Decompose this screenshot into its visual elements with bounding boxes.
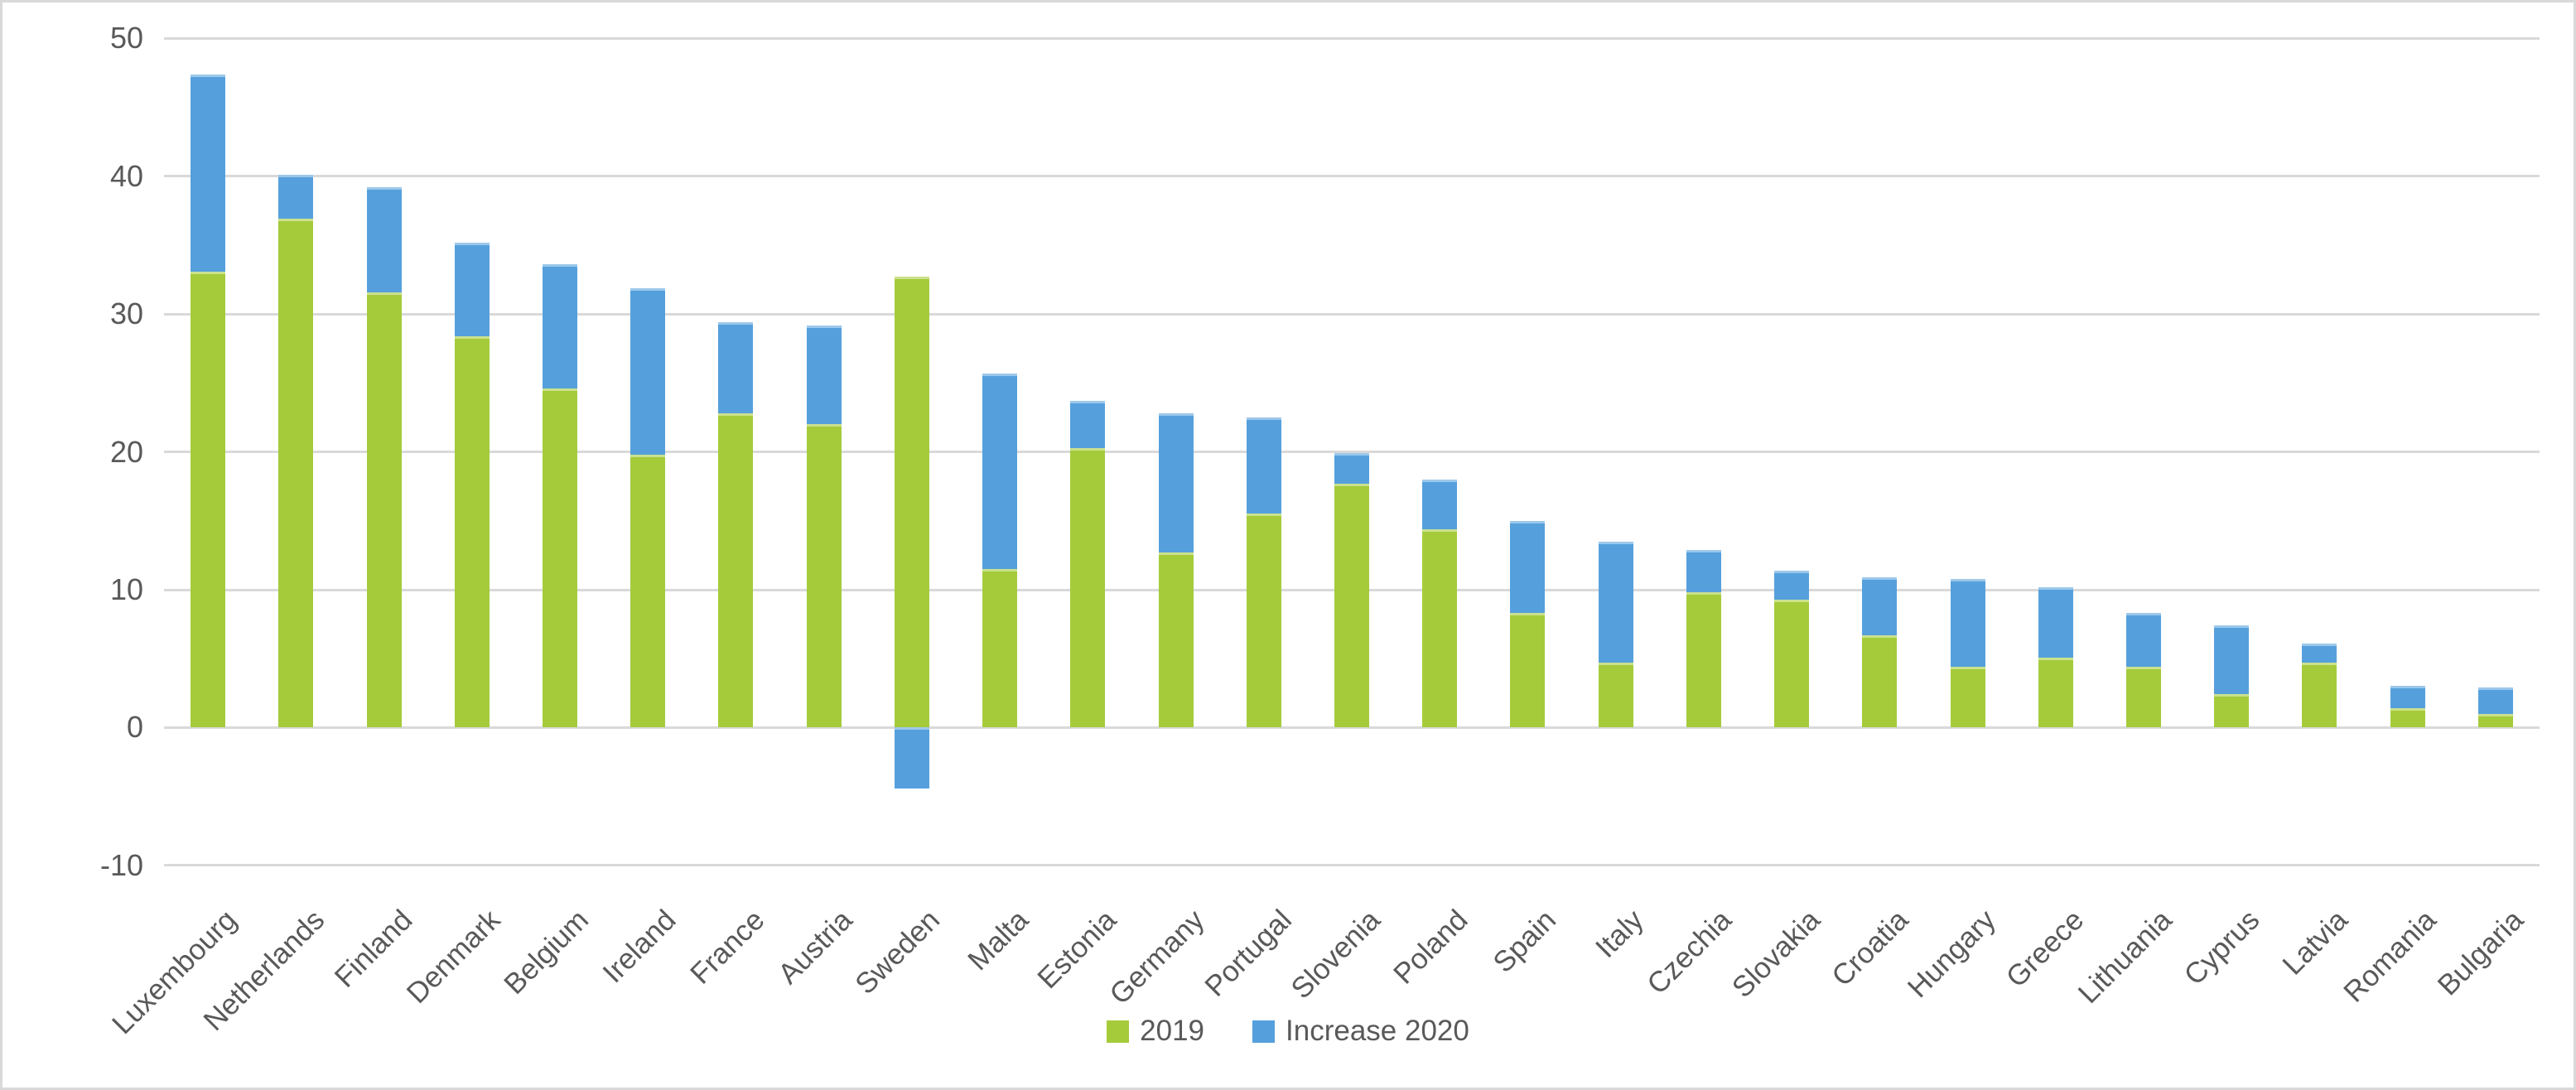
legend-item-2019: 2019 [1107,1015,1204,1048]
bar-2019-bulgaria [2477,713,2513,728]
bar-2019-malta [982,569,1018,728]
x-axis-category-label-belgium: Belgium [497,904,595,1001]
gridline-y-30 [164,312,2540,316]
bar-2019-czechia [1686,592,1721,728]
bar-increase-2020-estonia [1070,401,1106,448]
y-axis-tick-label: 0 [126,710,143,745]
bar-2019-estonia [1070,447,1106,728]
bar-increase-2020-netherlands [278,175,314,219]
x-axis-category-label-ireland: Ireland [596,904,683,990]
x-axis-category-label-latvia: Latvia [2276,904,2355,981]
legend-item-increase-2020: Increase 2020 [1252,1015,1469,1048]
x-axis-category-label-portugal: Portugal [1199,904,1299,1003]
x-axis-category-label-slovakia: Slovakia [1725,904,1826,1005]
bar-increase-2020-bulgaria [2477,687,2513,714]
x-axis-category-label-italy: Italy [1589,904,1651,964]
bar-2019-romania [2390,708,2425,728]
gridline-y--10 [164,864,2540,867]
bar-increase-2020-lithuania [2126,613,2161,668]
bar-increase-2020-malta [982,373,1018,570]
bar-increase-2020-spain [1510,520,1546,614]
bar-increase-2020-poland [1422,479,1458,529]
y-axis-tick-label: 30 [109,297,143,331]
bar-increase-2020-cyprus [2214,625,2250,695]
x-axis-category-label-bulgaria: Bulgaria [2432,904,2530,1002]
x-axis-category-label-austria: Austria [771,904,859,991]
x-axis-category-label-poland: Poland [1387,904,1474,991]
bar-2019-germany [1158,552,1194,728]
bar-increase-2020-croatia [1862,577,1898,635]
bar-2019-poland [1422,528,1458,728]
bar-2019-greece [2038,657,2073,728]
bar-2019-slovenia [1334,483,1369,728]
bar-2019-spain [1510,613,1546,728]
bar-2019-belgium [543,388,577,728]
bar-2019-luxembourg [191,271,226,728]
bar-2019-italy [1598,663,1633,728]
legend-swatch-increase-2020-icon [1252,1020,1276,1043]
bar-increase-2020-austria [806,325,842,425]
y-axis-tick-label: -10 [99,847,143,882]
bar-increase-2020-finland [366,187,402,292]
bar-2019-netherlands [278,219,314,728]
bar-2019-cyprus [2214,694,2250,728]
x-axis-category-label-lithuania: Lithuania [2072,904,2178,1010]
bar-increase-2020-portugal [1246,417,1281,514]
bar-increase-2020-germany [1158,413,1194,553]
y-axis-tick-label: 50 [109,21,143,55]
y-axis-tick-label: 40 [109,158,143,193]
bar-increase-2020-greece [2038,586,2073,658]
bar-2019-croatia [1862,634,1898,728]
bar-increase-2020-slovenia [1334,453,1369,484]
x-axis-category-label-czechia: Czechia [1641,904,1739,1001]
bar-2019-sweden [894,277,929,728]
x-axis-category-label-sweden: Sweden [849,904,947,1001]
x-axis-category-label-denmark: Denmark [400,904,507,1010]
x-axis-category-label-malta: Malta [961,904,1035,977]
bar-increase-2020-denmark [454,242,490,336]
bar-increase-2020-romania [2390,686,2425,709]
y-axis-tick-label: 20 [109,434,143,469]
x-axis-category-label-cyprus: Cyprus [2178,904,2266,991]
bar-increase-2020-sweden [894,727,929,789]
x-axis-category-label-hungary: Hungary [1901,904,2003,1005]
y-axis-tick-label: 10 [109,572,143,606]
x-axis-category-label-france: France [683,904,771,991]
bar-increase-2020-france [718,322,754,413]
bar-increase-2020-hungary [1950,578,1985,668]
bar-2019-france [718,413,754,728]
bar-2019-latvia [2302,663,2337,728]
bar-increase-2020-czechia [1686,549,1721,593]
bar-2019-denmark [454,335,490,728]
x-axis-category-label-slovenia: Slovenia [1285,904,1387,1006]
x-axis-category-label-germany: Germany [1102,904,1211,1011]
legend-label-2019: 2019 [1140,1015,1205,1047]
bar-increase-2020-italy [1598,541,1633,663]
bar-2019-hungary [1950,667,1985,728]
gridline-y-50 [164,36,2540,40]
bar-2019-finland [366,292,402,728]
bar-2019-ireland [630,454,666,728]
bar-2019-lithuania [2126,667,2161,728]
bar-increase-2020-slovakia [1774,570,1810,600]
bar-increase-2020-belgium [543,264,577,389]
x-axis-category-label-romania: Romania [2337,904,2443,1009]
bar-increase-2020-latvia [2302,643,2337,663]
legend: 2019 Increase 2020 [2,1015,2574,1048]
bar-2019-portugal [1246,514,1281,728]
x-axis-category-label-spain: Spain [1487,904,1563,979]
bar-increase-2020-ireland [630,287,666,455]
x-axis-category-label-croatia: Croatia [1825,904,1914,993]
legend-label-increase-2020: Increase 2020 [1286,1015,1469,1047]
gridline-y-40 [164,175,2540,178]
bar-2019-austria [806,424,842,728]
legend-swatch-2019-icon [1107,1020,1130,1043]
bar-2019-slovakia [1774,599,1810,728]
bar-increase-2020-luxembourg [191,74,226,272]
